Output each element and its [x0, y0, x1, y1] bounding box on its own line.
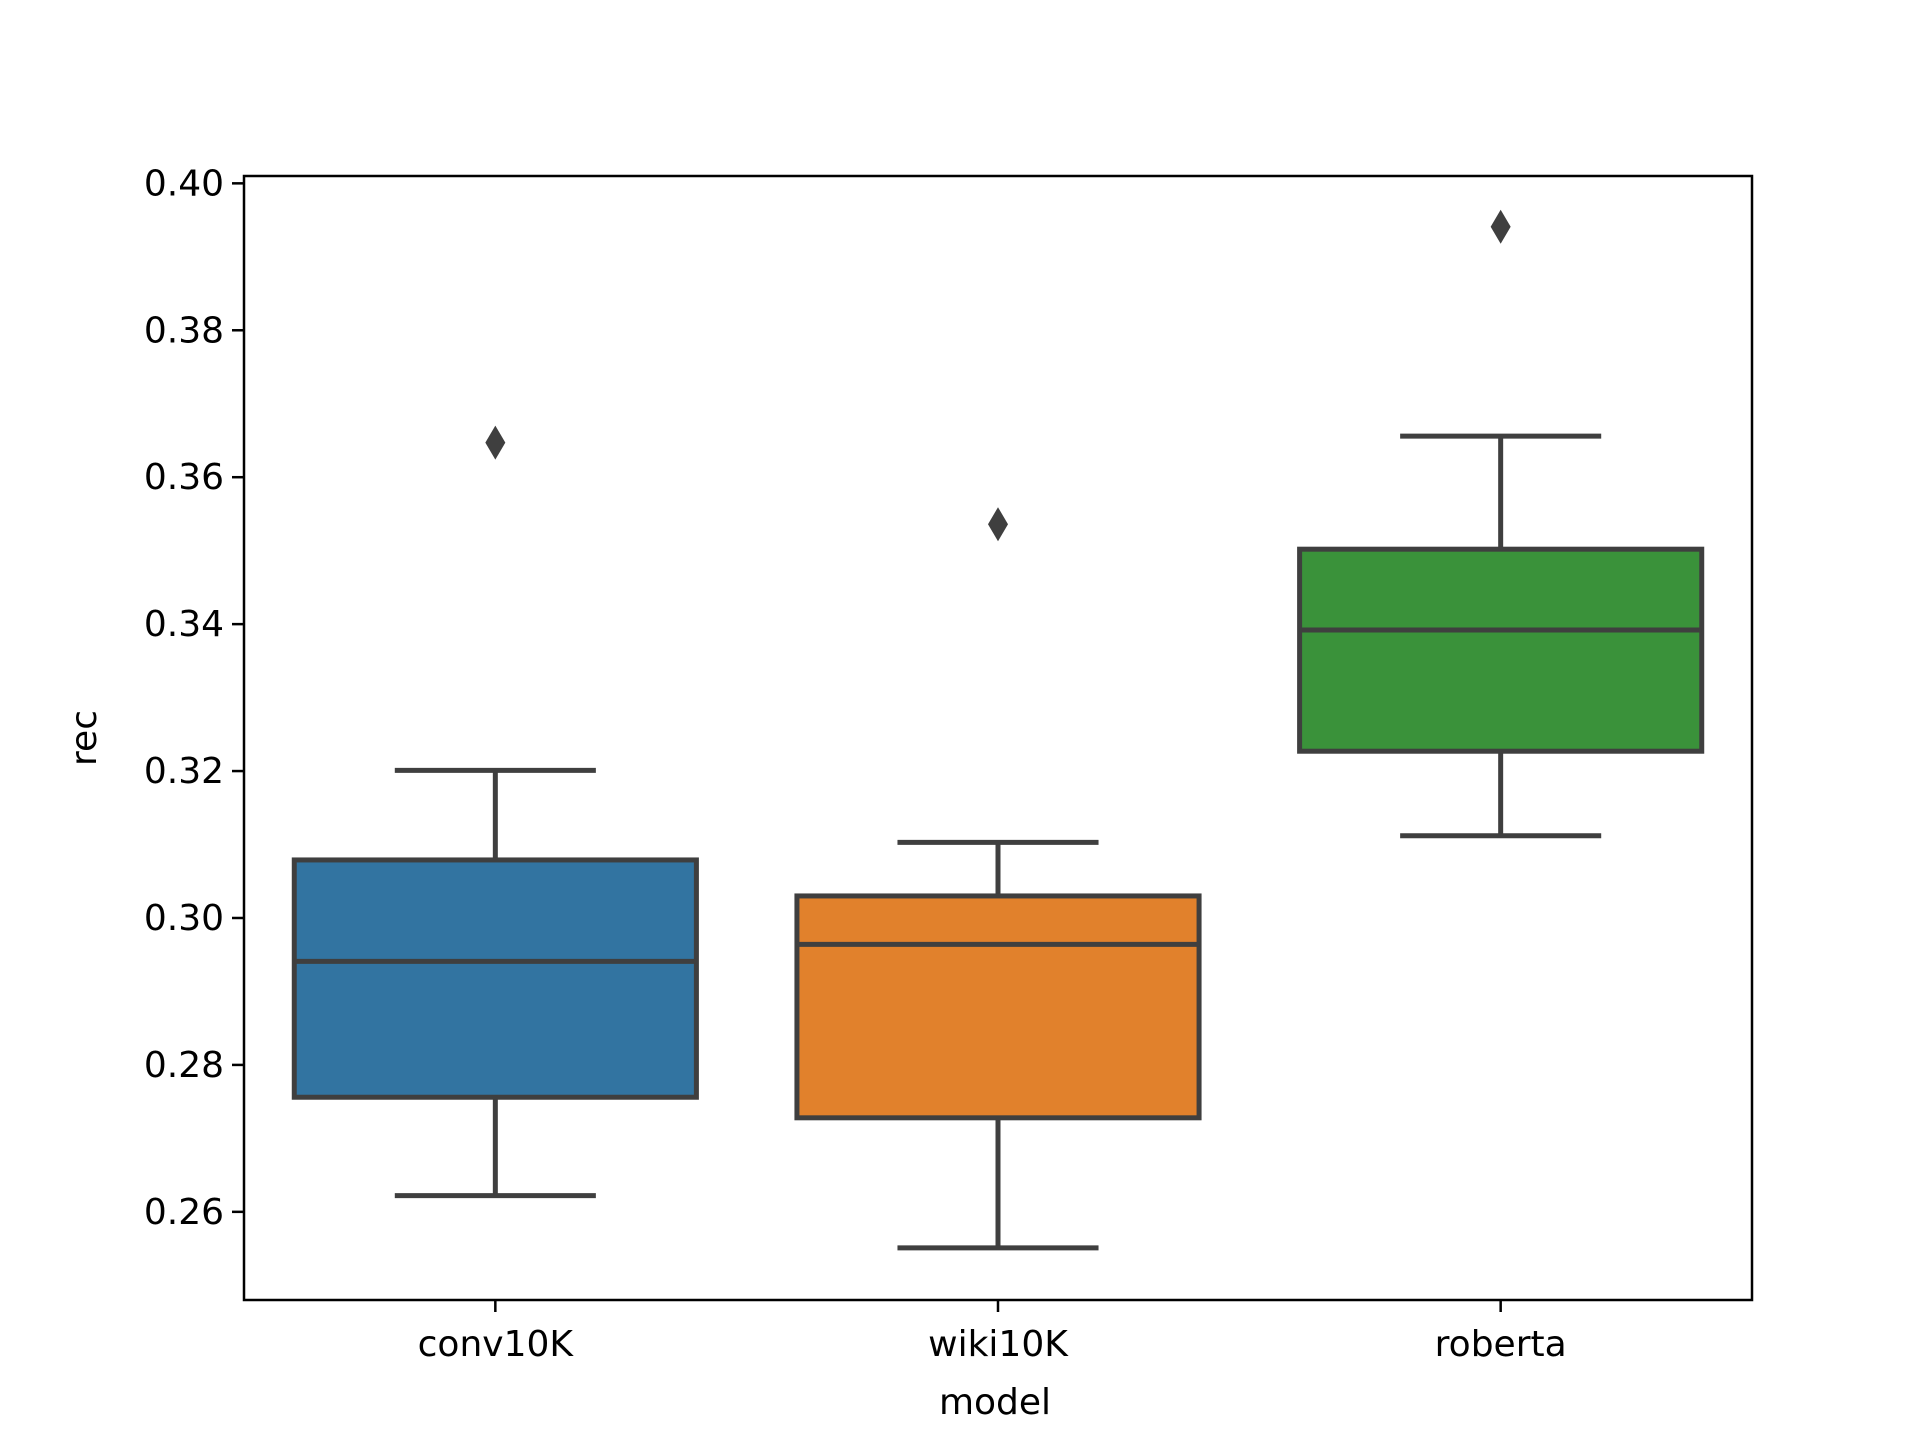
y-tick-label: 0.40 [144, 163, 224, 204]
box-iqr [291, 857, 699, 1100]
y-tick-label: 0.28 [144, 1045, 224, 1086]
outlier-marker [1490, 209, 1511, 244]
y-tick-label: 0.26 [144, 1192, 224, 1233]
x-tick-label: wiki10K [928, 1324, 1069, 1365]
y-tick-label: 0.36 [144, 457, 224, 498]
outlier-marker [988, 507, 1008, 542]
x-axis-label: model [939, 1382, 1051, 1423]
y-tick-label: 0.34 [144, 604, 224, 645]
axes-layer: model rec 0.26 0.28 0.30 0.32 0.34 0.36 0.38 0.… [64, 163, 1754, 1423]
box-iqr [794, 893, 1202, 1121]
box-group-roberta [1297, 209, 1705, 839]
box-iqr [1297, 546, 1705, 754]
x-tick-label: roberta [1435, 1324, 1567, 1365]
y-tick-label: 0.32 [144, 751, 224, 792]
y-axis-label: rec [64, 710, 105, 766]
plot-layer [291, 209, 1705, 1251]
box-group-conv10K [291, 425, 699, 1199]
y-tick-label: 0.38 [144, 310, 224, 351]
box-group-wiki10K [794, 507, 1202, 1251]
outlier-marker [485, 425, 506, 460]
y-tick-label: 0.30 [144, 898, 224, 939]
x-tick-label: conv10K [418, 1324, 575, 1365]
